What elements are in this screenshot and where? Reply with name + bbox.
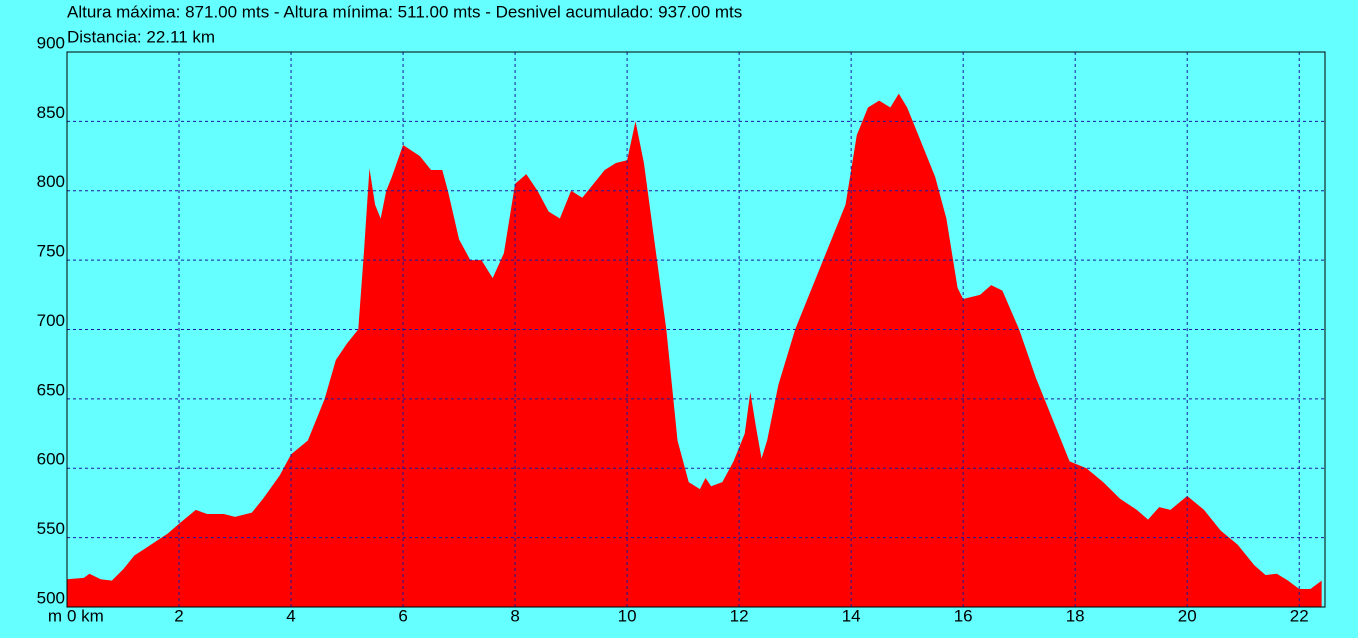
y-tick-label: 500 xyxy=(37,588,65,607)
y-tick-label: 850 xyxy=(37,103,65,122)
y-tick-label: 650 xyxy=(37,380,65,399)
y-tick-label: 700 xyxy=(37,311,65,330)
y-tick-label: 900 xyxy=(37,33,65,52)
y-unit-label: m xyxy=(48,606,62,625)
y-tick-label: 800 xyxy=(37,172,65,191)
x-tick-label: 20 xyxy=(1178,606,1197,625)
x-tick-label: 18 xyxy=(1066,606,1085,625)
y-tick-label: 750 xyxy=(37,242,65,261)
x-tick-label: 12 xyxy=(730,606,749,625)
x-tick-label: 8 xyxy=(510,606,519,625)
chart-subtitle: Distancia: 22.11 km xyxy=(67,27,215,46)
y-tick-label: 600 xyxy=(37,450,65,469)
y-tick-label: 550 xyxy=(37,519,65,538)
x-tick-label: 10 xyxy=(618,606,637,625)
plot-frame xyxy=(66,51,1326,608)
x-tick-label: 14 xyxy=(842,606,861,625)
x-tick-label: 6 xyxy=(398,606,407,625)
elevation-area xyxy=(67,93,1322,607)
x-tick-label: 2 xyxy=(174,606,183,625)
x-tick-label: 4 xyxy=(286,606,295,625)
x-tick-label: 22 xyxy=(1290,606,1309,625)
chart-title: Altura máxima: 871.00 mts - Altura mínim… xyxy=(67,2,742,21)
x-tick-label: 0 km xyxy=(67,606,104,625)
x-tick-label: 16 xyxy=(954,606,973,625)
